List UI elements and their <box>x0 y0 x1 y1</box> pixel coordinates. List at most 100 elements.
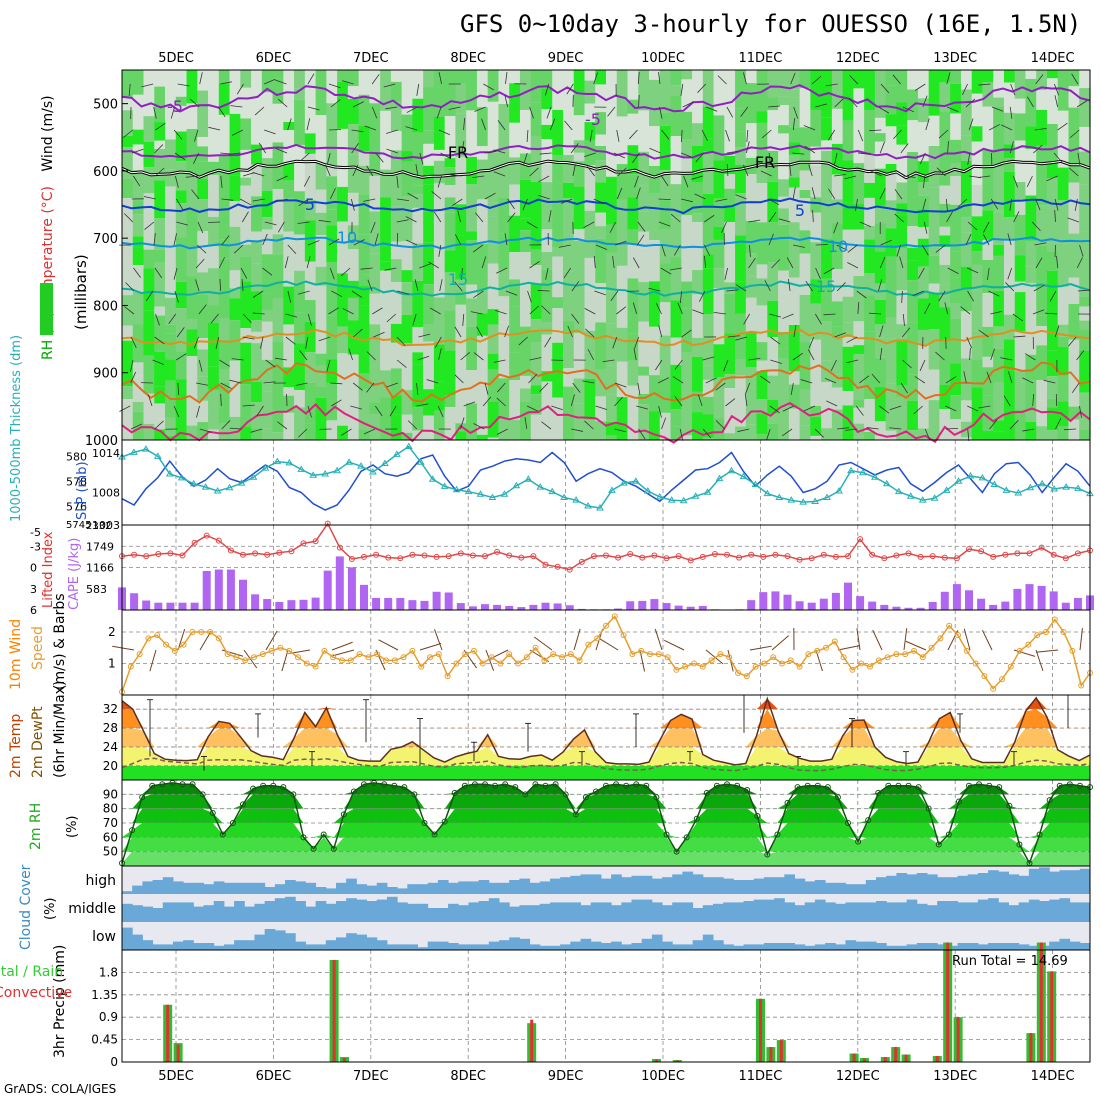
slp-point <box>428 475 437 482</box>
x-tick-label-top: 6DEC <box>256 51 292 66</box>
rh-shade-cell <box>315 386 327 398</box>
rh-shade-cell <box>1014 255 1027 282</box>
rh-shade-cell <box>928 292 941 330</box>
rh-shade-cell <box>573 288 586 334</box>
rh-shade-cell <box>433 262 446 298</box>
rh-shade-cell <box>767 110 779 151</box>
wind-speed-point <box>136 651 143 658</box>
rh-shade-cell <box>917 266 930 299</box>
wind-barb <box>636 405 648 410</box>
cloud-row-label: middle <box>68 901 116 917</box>
rh-shade-cell <box>530 102 543 137</box>
rh-shade-cell <box>122 70 134 98</box>
cloud-cell <box>865 880 877 894</box>
temp-band <box>122 709 1090 729</box>
rh-shade-cell <box>283 395 295 413</box>
wind-speed-point <box>585 641 592 648</box>
wind-barb <box>634 336 640 349</box>
rh-shade-cell <box>251 320 263 332</box>
cape-bar <box>1037 585 1046 610</box>
rh-shade-cell <box>1036 145 1048 190</box>
rh-shade-cell <box>261 391 274 429</box>
cloud-cell <box>549 945 561 950</box>
rh-shade-cell <box>186 175 198 211</box>
wind-speed-point <box>427 654 433 661</box>
temp-band <box>122 728 1090 747</box>
rh-shade-cell <box>681 392 693 436</box>
wind-barb <box>770 359 782 364</box>
wind-barb <box>242 404 255 407</box>
rh-shade-cell <box>606 291 618 324</box>
wind-barb <box>264 78 276 85</box>
cloud-cell <box>967 902 979 922</box>
wind-barb <box>145 290 154 302</box>
cloud-cell <box>977 944 989 950</box>
rh-shade-cell <box>208 366 220 390</box>
rh-shade-cell <box>917 298 930 330</box>
wind-barb <box>878 279 883 292</box>
rh-shade-cell <box>315 235 327 253</box>
wind-barb <box>366 351 376 361</box>
wind-barb <box>680 129 683 143</box>
rh-shade-cell <box>606 145 618 177</box>
cloud-cell <box>641 899 653 922</box>
wind-speed-point <box>673 666 680 673</box>
rh-shade-cell <box>487 70 500 102</box>
wind-barb <box>303 175 311 187</box>
rh-shade-cell <box>799 294 811 334</box>
rh-shade-cell <box>724 221 736 256</box>
wind-barb <box>396 198 409 201</box>
rh-shade-cell <box>261 383 274 392</box>
rh-shade-cell <box>175 351 188 380</box>
contour-label: FR <box>448 143 468 162</box>
wind-barb <box>436 106 442 119</box>
wind-speed-point <box>955 632 961 639</box>
rh-shade-cell <box>907 70 919 90</box>
rh-shade-cell <box>229 113 241 138</box>
rh-shade-cell <box>627 229 639 245</box>
cape-bar <box>831 592 840 610</box>
cloud-cell <box>580 938 592 950</box>
rh-shade-cell <box>433 160 446 175</box>
cloud-cell <box>967 874 979 894</box>
rh-band <box>122 794 1090 809</box>
upper-ylabel-part: Wind (m/s) <box>40 95 56 171</box>
rh-shade-cell <box>670 409 682 427</box>
rh-shade-cell <box>606 421 618 436</box>
wind-barb <box>1035 74 1044 85</box>
cloud-cell <box>692 874 704 894</box>
wind-barb <box>894 213 904 223</box>
temp-tick-label: 32 <box>103 702 118 716</box>
rh-shade-cell <box>261 229 274 255</box>
cape-bar <box>1061 602 1070 610</box>
wind-barb <box>330 99 341 108</box>
slp-point <box>703 488 712 495</box>
rh-shade-cell <box>304 261 317 301</box>
rh-shade-cell <box>864 152 876 183</box>
wind-speed-point <box>919 654 926 661</box>
rh-shade-cell <box>390 342 403 369</box>
cloud-cell <box>784 874 796 894</box>
wind-barb <box>538 175 550 183</box>
cape-bar <box>202 570 211 610</box>
wind-barb <box>1035 257 1043 269</box>
cloud-cell <box>509 937 520 950</box>
rh-shade-cell <box>573 240 586 289</box>
rh-shade-cell <box>573 403 586 438</box>
wind-barb <box>879 256 886 269</box>
rh-shade-cell <box>337 221 349 234</box>
rh-shade-cell <box>606 336 618 366</box>
rh-shade-cell <box>197 349 209 377</box>
rh-shade-cell <box>122 325 134 341</box>
rh-shade-cell <box>681 352 693 393</box>
rh-shade-cell <box>498 103 510 152</box>
wind-speed-point <box>356 651 363 658</box>
rh-shade-cell <box>993 106 1005 124</box>
rh-shade-cell <box>799 425 811 440</box>
rh-shade-cell <box>971 264 984 291</box>
wind10m-barb <box>488 649 509 661</box>
rh-shade-cell <box>842 110 854 121</box>
cloud-cell <box>753 878 765 894</box>
rh-shade-cell <box>573 152 586 162</box>
wind-speed-point <box>541 657 548 664</box>
